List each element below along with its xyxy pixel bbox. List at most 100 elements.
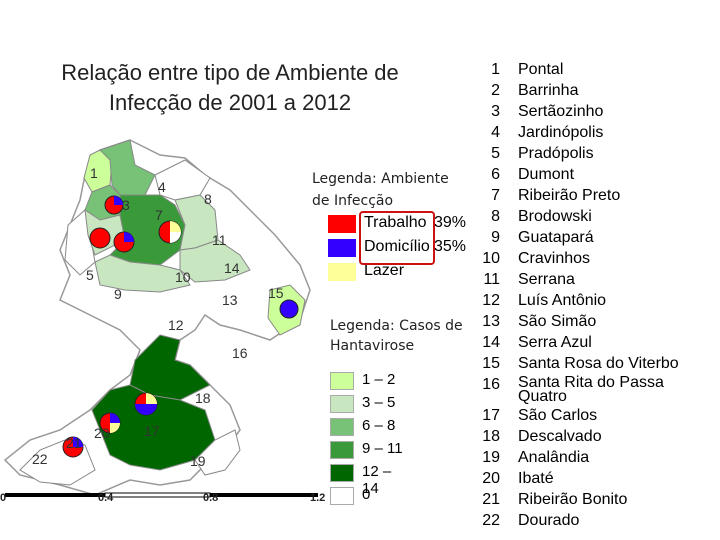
municipality-number: 3: [491, 103, 500, 120]
swatch-domicilio: [328, 239, 356, 257]
legend-case-3-5: 3 – 5: [330, 393, 410, 415]
municipality-14: [179, 239, 251, 283]
title-line-2: Infecção de 2001 a 2012: [108, 90, 352, 115]
legend-label-lazer: Lazer: [364, 262, 405, 279]
municipality-name: São Simão: [518, 313, 597, 330]
municipality-name: Guatapará: [518, 229, 594, 246]
legend-case-label: 12 – 14: [362, 463, 392, 497]
municipality-name: Brodowski: [518, 208, 592, 225]
highlight-ring: [359, 211, 435, 265]
municipality-number: 9: [491, 229, 500, 246]
pie-marker-20: [99, 412, 121, 434]
municipality-number: 20: [482, 470, 500, 487]
legend-ambiente: Legenda: Ambiente de Infecção: [312, 168, 449, 212]
municipality-number: 10: [482, 250, 500, 267]
legend-ambiente-header-2: de Infecção: [312, 193, 394, 209]
map-label: 17: [144, 423, 160, 439]
map-label: 20: [94, 425, 110, 441]
map-label: 12: [168, 317, 184, 333]
legend-case-label: 0: [362, 486, 371, 503]
scale-tick-0: 0: [0, 492, 7, 504]
municipality-name: Dumont: [518, 166, 575, 183]
municipality-number: 22: [482, 512, 500, 529]
legend-item-trabalho: Trabalho 39%: [328, 214, 478, 234]
legend-case-1-2: 1 – 2: [330, 370, 410, 392]
swatch-0: [330, 487, 354, 505]
map-label: 5: [86, 267, 94, 283]
legend-case-label: 6 – 8: [362, 417, 396, 434]
municipality-name: Barrinha: [518, 82, 579, 99]
municipality-number: 2: [491, 82, 500, 99]
swatch-9-11: [330, 441, 354, 459]
pie-marker-16: [134, 392, 158, 416]
municipality-10: [94, 254, 191, 293]
map-label: 8: [204, 191, 212, 207]
map-label: 18: [195, 390, 211, 406]
legend-casos: Legenda: Casos de Hantavirose: [330, 316, 463, 356]
map-label: 14: [224, 260, 240, 276]
municipality-name: Jardinópolis: [518, 124, 604, 141]
municipality-number: 18: [482, 428, 500, 445]
swatch-1-2: [330, 372, 354, 390]
municipality-number: 17: [482, 407, 500, 424]
legend-pct-trabalho: 39%: [434, 214, 467, 231]
pie-marker-15: [279, 299, 299, 319]
municipality-name: Serrana: [518, 271, 575, 288]
legend-case-label: 9 – 11: [362, 440, 403, 457]
map-label: 10: [175, 269, 191, 285]
municipality-number: 6: [491, 166, 500, 183]
legend-ambiente-header-1: Legenda: Ambiente: [312, 171, 449, 187]
legend-case-9-11: 9 – 11: [330, 439, 410, 461]
legend-case-label: 3 – 5: [362, 394, 396, 411]
municipality-name: São Carlos: [518, 407, 598, 424]
title-line-1: Relação entre tipo de Ambiente de: [61, 60, 399, 85]
pie-marker-6: [113, 231, 135, 253]
legend-case-6-8: 6 – 8: [330, 416, 410, 438]
pie-marker-7: [158, 220, 182, 244]
map-label: 1: [90, 165, 98, 181]
scale-bar: [5, 492, 318, 498]
municipality-name: Pradópolis: [518, 145, 594, 162]
municipality-number: 12: [482, 292, 500, 309]
municipality-name: Analândia: [518, 449, 590, 466]
municipality-number: 15: [482, 355, 500, 372]
municipality-number: 5: [491, 145, 500, 162]
legend-case-label: 1 – 2: [362, 371, 396, 388]
municipality-name: Serra Azul: [518, 334, 592, 351]
legend-case-0: 0: [330, 485, 410, 507]
legend-pct-domicilio: 35%: [434, 238, 467, 255]
swatch-trabalho: [328, 215, 356, 233]
municipality-name: Dourado: [518, 512, 580, 529]
map-label: 7: [155, 207, 163, 223]
map-label: 3: [122, 197, 130, 213]
legend-casos-header-2: Hantavirose: [330, 338, 415, 354]
municipality-name: Ribeirão Bonito: [518, 491, 628, 508]
pie-marker-21: [62, 436, 84, 458]
municipality-name: Ribeirão Preto: [518, 187, 621, 204]
swatch-3-5: [330, 395, 354, 413]
map-label: 21: [66, 435, 82, 451]
legend-casos-header-1: Legenda: Casos de: [330, 318, 463, 334]
swatch-lazer: [328, 263, 356, 281]
municipality-number: 21: [482, 491, 500, 508]
municipality-19: [194, 429, 241, 476]
map-label: 13: [222, 292, 238, 308]
municipality-number: 4: [491, 124, 500, 141]
legend-case-12-14: 12 – 14: [330, 462, 410, 497]
swatch-12-14: [330, 464, 354, 482]
municipality-number: 8: [491, 208, 500, 225]
map-labels: 1 3 4 8 7 11 14 10 5 9 13 15 12 16 18 20…: [32, 165, 284, 469]
municipality-name: Santa Rosa do Viterbo: [518, 355, 679, 372]
map-label: 19: [190, 453, 206, 469]
municipality-name: Cravinhos: [518, 250, 591, 267]
map-title: Relação entre tipo de Ambiente de Infecç…: [30, 58, 430, 118]
municipality-name: Pontal: [518, 61, 564, 78]
municipality-number: 13: [482, 313, 500, 330]
map-label: 9: [114, 286, 122, 302]
municipality-number: 11: [483, 271, 500, 288]
legend-item-lazer: Lazer: [328, 262, 478, 282]
municipality-name: Santa Rita do Passa Quatro: [518, 374, 664, 405]
scale-tick-1: 0.4: [98, 492, 114, 504]
map-label: 11: [212, 232, 227, 248]
municipality-name: Ibaté: [518, 470, 554, 487]
